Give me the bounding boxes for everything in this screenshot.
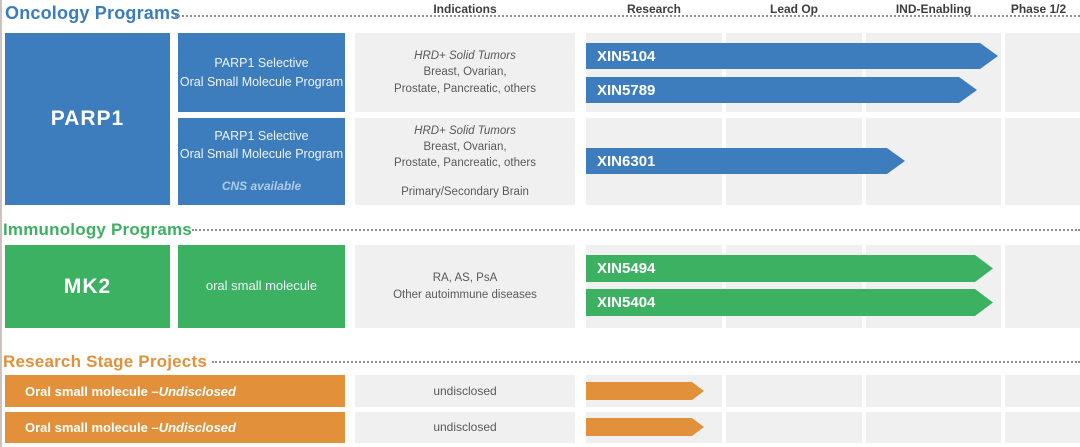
- section-title-oncology: Oncology Programs: [5, 3, 181, 23]
- stage-cell-phase-1-2: [1005, 375, 1080, 407]
- candidate-label: XIN5494: [597, 260, 656, 277]
- cns-available-note: CNS available: [221, 179, 302, 194]
- indication-line: HRD+ Solid Tumors: [414, 124, 516, 137]
- research-project-label-emphasis: Undisclosed: [158, 420, 236, 435]
- column-header-lead-op: Lead Op: [769, 2, 818, 16]
- research-progress-arrow: [586, 418, 704, 436]
- indications-cell: HRD+ Solid Tumors Breast, Ovarian, Prost…: [355, 33, 575, 112]
- research-project-bar: Oral small molecule – Undisclosed: [5, 412, 345, 443]
- indication-line: Breast, Ovarian,: [423, 140, 507, 153]
- indication-line: Prostate, Pancreatic, others: [394, 82, 536, 95]
- candidate-label: XIN5104: [597, 47, 656, 65]
- program-label: MK2: [63, 274, 112, 298]
- stage-cell-phase-1-2: [1005, 118, 1080, 205]
- column-header-phase-1-2: Phase 1/2: [1010, 2, 1067, 16]
- program-block-parp1: PARP1: [5, 33, 170, 205]
- subprogram-block: PARP1 Selective Oral Small Molecule Prog…: [178, 118, 345, 205]
- program-label: PARP1: [50, 107, 125, 130]
- indication-line: Breast, Ovarian,: [423, 66, 507, 79]
- subprogram-block: PARP1 Selective Oral Small Molecule Prog…: [178, 33, 345, 112]
- research-project-label-emphasis: Undisclosed: [158, 383, 236, 399]
- indication-line: HRD+ Solid Tumors: [414, 50, 516, 63]
- indication-line: Primary/Secondary Brain: [401, 186, 529, 199]
- oncology-divider-line: [175, 15, 1080, 17]
- column-header-ind-enabling: IND-Enabling: [895, 2, 972, 16]
- subprogram-line: PARP1 Selective: [214, 129, 309, 144]
- indication-line: Other autoimmune diseases: [393, 288, 537, 301]
- research-stage-divider-line: [212, 361, 1080, 363]
- candidate-label: XIN5404: [597, 294, 656, 311]
- section-title-immunology: Immunology Programs: [3, 220, 192, 239]
- candidate-arrow-xin5404: XIN5404: [586, 289, 993, 316]
- stage-cell-lead-op: [726, 375, 862, 407]
- stage-cell-phase-1-2: [1005, 33, 1080, 112]
- stage-cell-ind-enabling: [866, 412, 1001, 443]
- candidate-arrow-xin6301: XIN6301: [586, 148, 905, 174]
- section-title-research-stage: Research Stage Projects: [3, 352, 207, 371]
- research-progress-arrow: [586, 382, 704, 400]
- subprogram-line: oral small molecule: [205, 278, 318, 294]
- program-block-mk2: MK2: [5, 245, 170, 328]
- candidate-label: XIN6301: [597, 152, 656, 170]
- column-header-indications: Indications: [433, 2, 497, 16]
- candidate-arrow-xin5789: XIN5789: [586, 77, 977, 103]
- subprogram-line: Oral Small Molecule Program: [179, 74, 344, 89]
- stage-cell-phase-1-2: [1005, 245, 1080, 328]
- subprogram-line: Oral Small Molecule Program: [179, 147, 344, 162]
- indications-cell: undisclosed: [355, 375, 575, 407]
- stage-cell-phase-1-2: [1005, 412, 1080, 443]
- subprogram-line: PARP1 Selective: [214, 56, 309, 71]
- indication-line: undisclosed: [433, 383, 497, 398]
- indications-cell: HRD+ Solid Tumors Breast, Ovarian, Prost…: [355, 118, 575, 205]
- research-project-bar: Oral small molecule – Undisclosed: [5, 375, 345, 407]
- candidate-label: XIN5789: [597, 81, 656, 99]
- indication-line: Prostate, Pancreatic, others: [394, 157, 536, 169]
- indication-line: undisclosed: [433, 420, 497, 435]
- indication-line: RA, AS, PsA: [432, 272, 498, 285]
- left-edge-line: [0, 0, 2, 447]
- subprogram-block: oral small molecule: [178, 245, 345, 328]
- column-header-research: Research: [626, 2, 682, 16]
- immunology-divider-line: [192, 229, 1080, 231]
- candidate-arrow-xin5494: XIN5494: [586, 255, 993, 282]
- research-project-label: Oral small molecule –: [25, 420, 159, 435]
- stage-cell-ind-enabling: [866, 375, 1001, 407]
- indications-cell: undisclosed: [355, 412, 575, 443]
- indications-cell: RA, AS, PsA Other autoimmune diseases: [355, 245, 575, 328]
- research-project-label: Oral small molecule –: [25, 383, 159, 399]
- candidate-arrow-xin5104: XIN5104: [586, 43, 998, 69]
- stage-cell-lead-op: [726, 412, 862, 443]
